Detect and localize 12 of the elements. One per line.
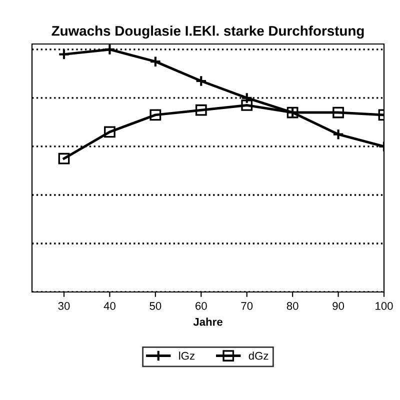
x-tick-label: 100	[376, 302, 393, 310]
chart-title: Zuwachs Douglasie I.EKl. starke Durchforstung	[52, 26, 364, 39]
x-tick-label: 80	[286, 302, 298, 310]
x-axis-title: Jahre	[193, 318, 222, 326]
legend-label: lGz	[179, 352, 194, 360]
x-tick-label: 50	[150, 302, 162, 310]
x-tick-label: 60	[196, 302, 207, 310]
x-tick-label: 90	[332, 302, 344, 310]
x-tick-label: 30	[58, 302, 70, 310]
legend-label: dGz	[248, 352, 268, 360]
x-tick-label: 40	[104, 302, 116, 310]
x-tick-label: 70	[241, 302, 253, 310]
